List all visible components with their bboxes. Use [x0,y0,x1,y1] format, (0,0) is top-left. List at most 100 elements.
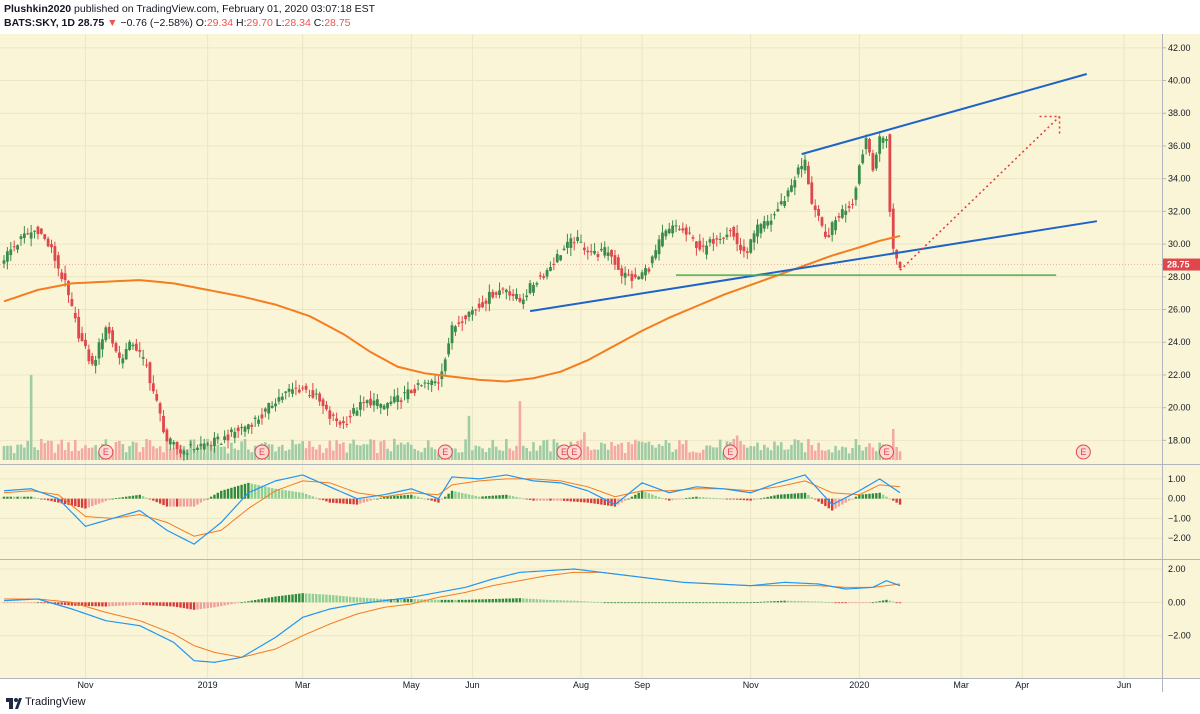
price-tick-label: 32.00 [1168,206,1191,216]
candle-body [403,392,406,394]
indicator1-hist-bar [898,498,902,505]
indicator1-hist-bar [192,498,196,507]
volume-bar [437,453,440,460]
indicator1-hist-bar [685,498,688,499]
indicator1-hist-bar [362,498,365,503]
indicator2-hist-bar [535,599,539,603]
indicator2-hist-bar [875,601,878,603]
candle-body [494,292,498,295]
grid [0,34,1200,692]
volume-bar [698,452,702,460]
volume-bar [362,444,366,460]
indicator1-hist-bar [654,495,657,499]
indicator1-hist-bar [545,498,549,501]
volume-bar [783,449,786,460]
indicator2-hist-bar [457,599,461,603]
candle-body [779,201,783,205]
indicator1-hist-bar [203,498,206,501]
indicator2-hist-bar [746,602,749,604]
volume-bar [488,447,491,460]
candle-body [335,418,339,422]
indicator2-hist-bar [372,598,376,603]
indicator1-hist-bar [752,498,756,500]
candles[interactable] [2,133,902,461]
indicator1-hist-bar [562,498,566,501]
indicator1-hist-bar [474,495,477,499]
indicator1-hist-bar [332,498,335,503]
earnings-marker-label: E [103,447,109,457]
indicator1[interactable] [0,474,1162,545]
candle-body [70,299,74,306]
indicator1-hist-bar [141,496,145,499]
indicator1-hist-bar [321,498,325,501]
indicator2-hist-bar [389,599,393,603]
volume-bar [647,441,651,460]
candle-body [810,182,814,204]
indicator2-hist-bar [335,595,338,603]
indicator1-tick-label: −2.00 [1168,533,1191,543]
volume-bar [36,449,40,460]
indicator1-hist-bar [895,498,898,503]
indicator2-hist-bar [586,601,589,603]
volume-bar [311,446,315,460]
indicator2[interactable] [0,568,1162,663]
volume-bar [742,444,746,460]
volume-bar [77,450,80,460]
moving-average[interactable] [3,234,901,383]
candle-body [60,272,64,279]
volume-bar [552,439,556,460]
earnings-marker [254,444,270,460]
indicator1-hist-bar [844,498,847,503]
indicator2-hist-bar [396,599,399,603]
target-arrow-head [1039,115,1061,137]
indicator1-hist-bar [742,498,746,501]
volume-bar [756,442,759,460]
indicator2-hist-bar [189,602,192,610]
volume-bar [684,440,688,460]
indicator1-hist-bar [525,498,528,500]
candle-body [820,217,824,226]
author-name[interactable]: Plushkin2020 [4,3,72,15]
indicator1-hist-bar [756,498,759,500]
volume-bar [522,445,525,460]
volume-bar [274,451,277,460]
time-tick-label: 2020 [849,680,869,690]
tradingview-brand[interactable]: TradingView [25,696,86,708]
candle-body [12,246,16,248]
tradingview-logo-icon[interactable] [6,696,22,710]
volume-bar [501,450,505,460]
indicator1-hist-bar [481,496,484,499]
volume-bar [240,441,243,460]
indicator2-hist-bar [84,602,87,606]
candle-body [545,270,549,277]
volume-bar [895,447,898,460]
indicator2-hist-bar [464,599,467,603]
indicator2-hist-bar [236,602,240,604]
indicator1-hist-bar [505,494,508,499]
candle-body [185,453,189,455]
indicator1-hist-bar [573,498,576,502]
candle-body [593,250,596,254]
indicator1-hist-bar [186,498,189,507]
drawings[interactable] [0,73,1162,313]
indicator2-hist-bar [579,601,583,603]
volume-bar [90,447,94,460]
candle-body [26,233,30,235]
indicator1-hist-bar [549,498,552,501]
price-tick-label: 28.00 [1168,272,1191,282]
candle-body [786,190,790,197]
candle-body [389,401,393,404]
indicator1-hist-bar [688,497,691,499]
indicator1-hist-bar [885,496,888,499]
volume-bar [474,445,478,460]
volume-bar [6,445,9,460]
indicator1-hist-bar [790,493,793,499]
indicator1-hist-bar [165,498,169,507]
axes: 42.00 40.00 38.00 36.00 34.00 32.00 30.00 28.00… [77,43,1200,690]
indicator1-hist-bar [376,498,379,500]
indicator2-hist-bar [583,601,586,603]
symbol-label[interactable]: BATS:SKY, 1D [4,17,75,29]
indicator2-hist-bar [600,602,603,604]
